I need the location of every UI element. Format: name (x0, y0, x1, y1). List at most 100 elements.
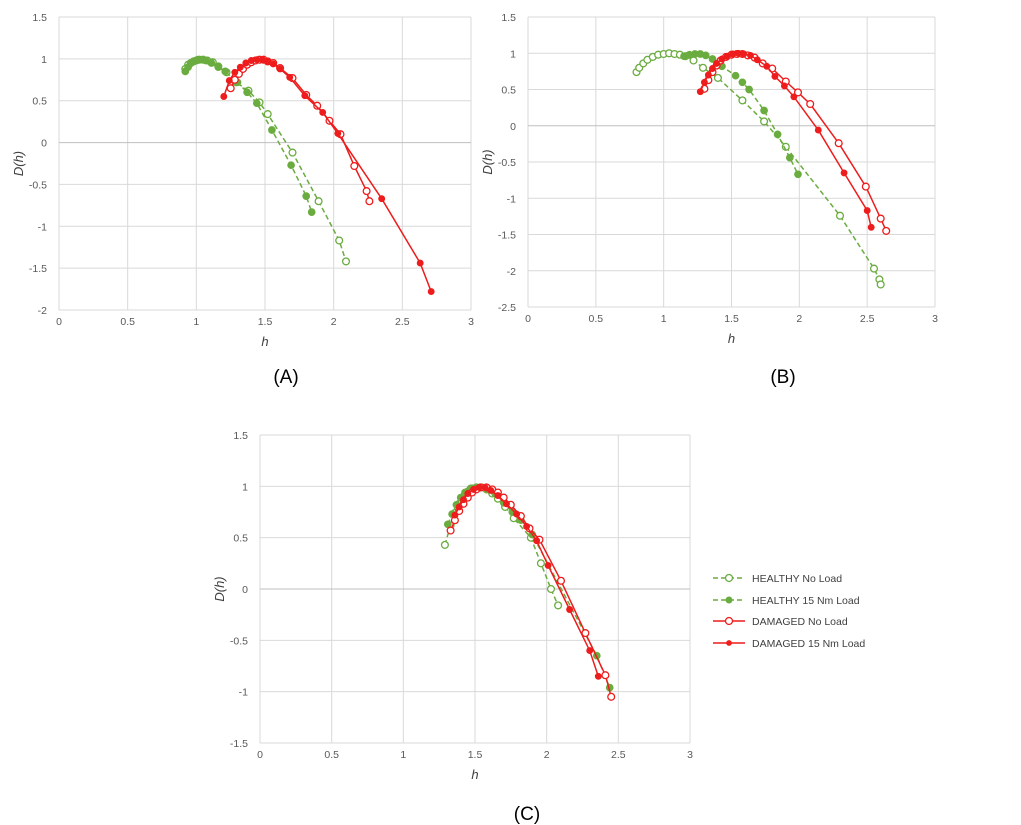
data-point (334, 129, 342, 137)
data-point (729, 50, 737, 58)
legend-entry-damaged-15nm-load: DAMAGED 15 Nm Load (713, 638, 865, 650)
data-point (554, 601, 563, 610)
x-tick-label: 1 (193, 316, 199, 328)
data-point (734, 49, 742, 57)
data-point (763, 62, 771, 70)
series-dn-a (226, 55, 374, 206)
y-tick-label: 1 (510, 48, 516, 60)
data-point (794, 170, 802, 179)
data-point (544, 561, 552, 569)
y-tick-label: 0 (41, 138, 47, 150)
y-tick-label: -0.5 (29, 179, 47, 191)
data-point (302, 192, 311, 200)
x-tick-label: 2 (331, 316, 337, 328)
data-point (536, 559, 545, 568)
data-point (446, 526, 455, 535)
data-point (365, 197, 374, 206)
y-tick-label: -1 (507, 193, 516, 205)
legend-marker (725, 596, 733, 604)
data-point (307, 208, 316, 216)
series-hl-a (181, 55, 316, 216)
data-point (708, 55, 717, 63)
data-point (513, 510, 521, 518)
data-point (835, 211, 845, 220)
data-point (226, 84, 235, 93)
data-point (882, 226, 891, 235)
data-point (451, 511, 459, 519)
y-axis-label: D(h) (480, 149, 495, 174)
data-point (288, 148, 297, 157)
legend-label: DAMAGED 15 Nm Load (752, 638, 865, 650)
series-dl-c (451, 483, 602, 680)
data-point (876, 214, 885, 223)
series-line (454, 486, 600, 677)
y-tick-label: -1.5 (498, 230, 516, 242)
data-point (314, 197, 323, 206)
series-hn-a (181, 55, 351, 266)
data-point (533, 537, 541, 545)
y-tick-label: 1.5 (32, 12, 47, 24)
series-line (184, 58, 347, 262)
y-tick-label: 0.5 (32, 96, 47, 108)
series-line (635, 52, 882, 285)
data-point (723, 52, 731, 60)
legend-marker (726, 640, 732, 646)
y-tick-label: 0 (242, 584, 248, 596)
data-point (287, 161, 295, 170)
data-point (263, 110, 272, 119)
data-point (335, 236, 344, 245)
data-point (773, 130, 782, 139)
data-point (475, 483, 483, 491)
data-point (269, 60, 277, 68)
data-point (747, 51, 754, 59)
data-point (586, 647, 594, 655)
x-tick-label: 2.5 (611, 749, 626, 761)
panel-a: 0 0.5 1 1.5 2 2.5 3 -2 -1.5 -1 -0.5 0 0.5 1 1.5 h D(h) (11, 12, 474, 349)
legend-label: HEALTHY 15 Nm Load (752, 595, 860, 607)
data-point (713, 73, 722, 82)
y-tick-label: 0 (510, 121, 516, 133)
data-point (264, 57, 272, 65)
data-point (760, 117, 769, 126)
x-tick-label: 0 (56, 316, 62, 328)
series-dn-b (700, 49, 891, 235)
data-point (696, 88, 704, 96)
x-axis-label: h (728, 331, 735, 346)
panel-label-c: (C) (514, 804, 540, 825)
data-point (243, 88, 251, 97)
data-point (738, 78, 747, 87)
legend-entry-healthy-15nm-load: HEALTHY 15 Nm Load (713, 595, 860, 607)
data-point (487, 486, 495, 494)
data-point (840, 169, 848, 177)
data-point (834, 139, 843, 148)
data-point (214, 63, 223, 72)
x-tick-label: 2.5 (395, 316, 410, 328)
data-point (607, 692, 616, 701)
x-tick-label: 0.5 (324, 749, 339, 761)
data-point (753, 56, 761, 64)
data-point (740, 50, 748, 58)
data-point (581, 629, 590, 638)
series-dn-c (446, 483, 616, 701)
x-tick-label: 3 (687, 749, 693, 761)
y-tick-label: -1 (239, 687, 248, 699)
data-point (523, 522, 531, 530)
data-point (861, 182, 870, 191)
data-point (341, 257, 351, 266)
data-point (869, 264, 879, 273)
x-axis-label: h (261, 334, 268, 349)
data-point (301, 92, 309, 100)
data-point (718, 55, 726, 63)
x-tick-label: 2.5 (860, 313, 875, 325)
legend-entry-healthy-no-load: HEALTHY No Load (713, 573, 842, 585)
data-point (566, 606, 574, 613)
data-point (221, 67, 230, 76)
y-tick-label: 1 (242, 481, 248, 493)
data-point (713, 59, 721, 67)
data-point (785, 153, 794, 162)
x-tick-label: 0.5 (589, 313, 604, 325)
data-point (806, 99, 815, 109)
x-tick-label: 0.5 (120, 316, 135, 328)
data-point (455, 503, 463, 511)
y-tick-label: -0.5 (498, 157, 516, 169)
